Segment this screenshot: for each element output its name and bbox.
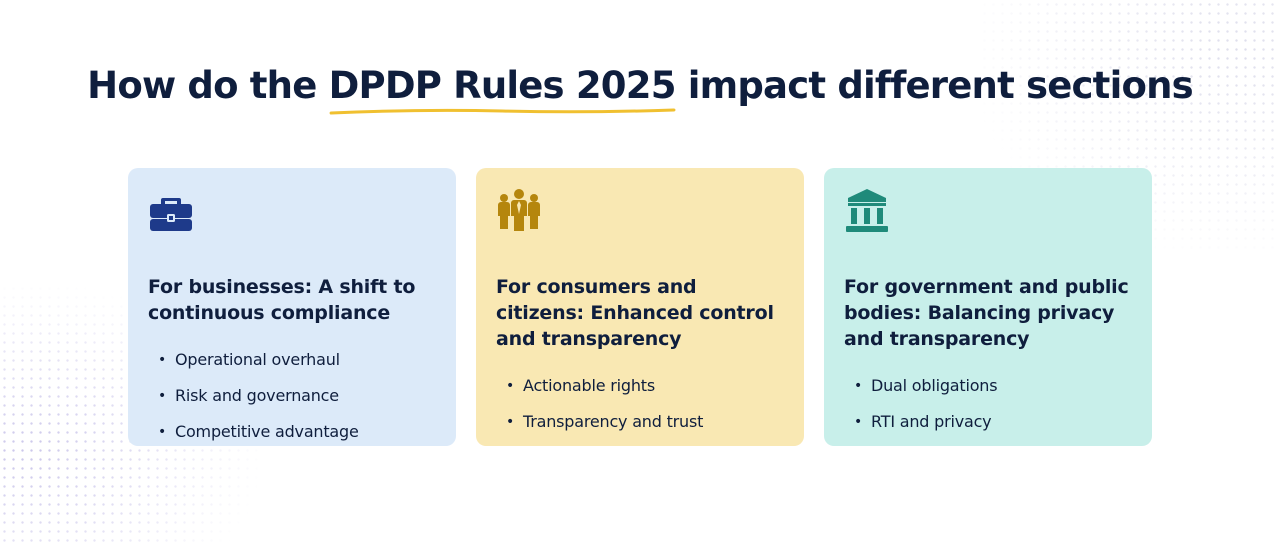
people-group-icon: [498, 189, 540, 231]
title-highlight-text: DPDP Rules 2025: [328, 64, 677, 107]
bullet: •: [158, 352, 167, 368]
card-businesses: For businesses: A shift to continuous co…: [128, 168, 456, 446]
list-item-text: RTI and privacy: [871, 412, 992, 431]
list-item-text: Dual obligations: [871, 376, 998, 395]
list-item-text: Competitive advantage: [175, 422, 359, 441]
list-item: • Competitive advantage: [158, 414, 436, 450]
title-suffix: impact different sections: [675, 64, 1194, 107]
list-item-text: Operational overhaul: [175, 350, 340, 369]
list-item-text: Actionable rights: [523, 376, 655, 395]
briefcase-icon: [150, 198, 192, 231]
card-heading: For businesses: A shift to continuous co…: [148, 276, 416, 324]
card-list: • Actionable rights • Transparency and tru…: [496, 368, 784, 440]
list-item: • Operational overhaul: [158, 342, 436, 378]
list-item-text: Transparency and trust: [523, 412, 704, 431]
card-list: • Dual obligations • RTI and privacy: [844, 368, 1132, 440]
bullet: •: [854, 414, 863, 430]
list-item: • Transparency and trust: [506, 404, 784, 440]
highlight-underline: [329, 108, 676, 115]
title-highlight: DPDP Rules 2025: [328, 64, 677, 115]
card-list: • Operational overhaul • Risk and governan…: [148, 342, 436, 450]
card-heading: For consumers and citizens: Enhanced con…: [496, 276, 774, 350]
bullet: •: [854, 378, 863, 394]
card-government: For government and public bodies: Balanc…: [824, 168, 1152, 446]
bullet: •: [158, 424, 167, 440]
bullet: •: [506, 378, 515, 394]
list-item-text: Risk and governance: [175, 386, 339, 405]
bullet: •: [158, 388, 167, 404]
list-item: • Dual obligations: [854, 368, 1132, 404]
card-consumers: For consumers and citizens: Enhanced con…: [476, 168, 804, 446]
government-building-icon: [846, 189, 888, 232]
list-item: • Actionable rights: [506, 368, 784, 404]
list-item: • RTI and privacy: [854, 404, 1132, 440]
card-heading: For government and public bodies: Balanc…: [844, 276, 1129, 350]
title-prefix: How do the: [87, 64, 329, 107]
cards-container: For businesses: A shift to continuous co…: [128, 168, 1152, 446]
page-title: How do the DPDP Rules 2025 impact differ…: [0, 64, 1280, 115]
list-item: • Risk and governance: [158, 378, 436, 414]
bullet: •: [506, 414, 515, 430]
